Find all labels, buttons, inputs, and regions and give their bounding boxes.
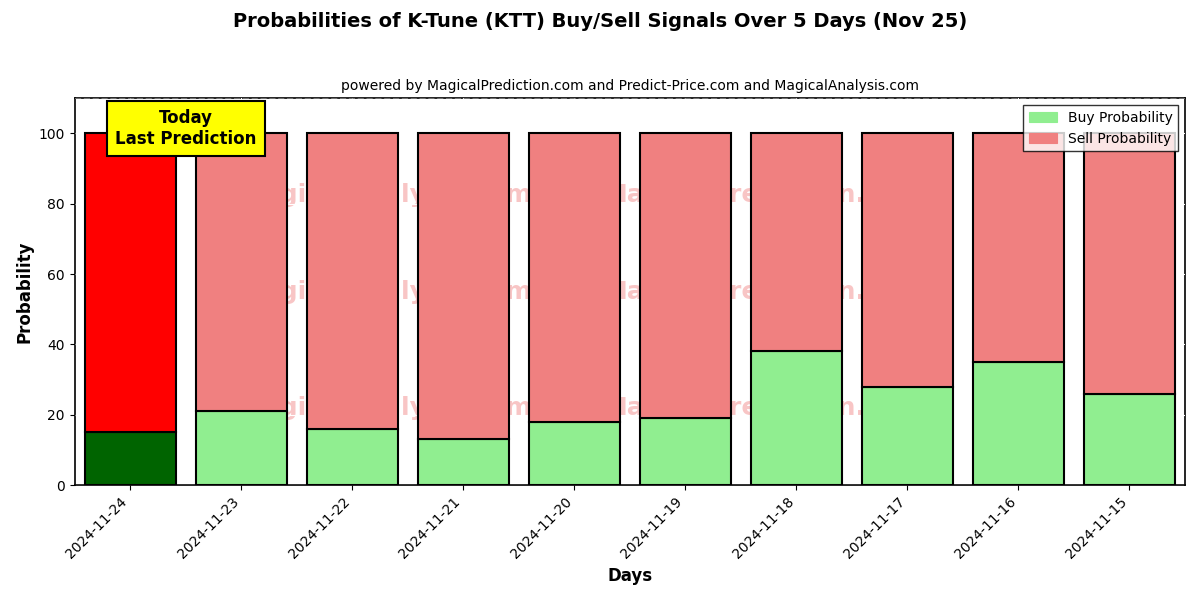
Bar bbox=[862, 386, 953, 485]
Bar bbox=[85, 433, 175, 485]
Bar bbox=[529, 133, 620, 422]
Bar bbox=[85, 133, 175, 433]
Bar bbox=[307, 429, 397, 485]
Title: powered by MagicalPrediction.com and Predict-Price.com and MagicalAnalysis.com: powered by MagicalPrediction.com and Pre… bbox=[341, 79, 919, 93]
Text: Probabilities of K-Tune (KTT) Buy/Sell Signals Over 5 Days (Nov 25): Probabilities of K-Tune (KTT) Buy/Sell S… bbox=[233, 12, 967, 31]
Bar bbox=[973, 362, 1064, 485]
Bar bbox=[1084, 133, 1175, 394]
Bar bbox=[307, 133, 397, 429]
Text: MagicalPrediction.com: MagicalPrediction.com bbox=[602, 183, 924, 207]
Bar bbox=[973, 133, 1064, 362]
Text: MagicalPrediction.com: MagicalPrediction.com bbox=[602, 280, 924, 304]
Bar bbox=[529, 422, 620, 485]
Text: MagicalAnalysis.com: MagicalAnalysis.com bbox=[239, 183, 533, 207]
Bar bbox=[751, 133, 842, 352]
Bar bbox=[862, 133, 953, 386]
Text: Today
Last Prediction: Today Last Prediction bbox=[115, 109, 257, 148]
Bar bbox=[418, 439, 509, 485]
Bar bbox=[196, 133, 287, 411]
Text: MagicalAnalysis.com: MagicalAnalysis.com bbox=[239, 280, 533, 304]
Bar bbox=[640, 133, 731, 418]
Legend: Buy Probability, Sell Probability: Buy Probability, Sell Probability bbox=[1024, 105, 1178, 151]
Bar bbox=[1084, 394, 1175, 485]
Bar bbox=[751, 352, 842, 485]
Bar bbox=[640, 418, 731, 485]
Bar bbox=[196, 411, 287, 485]
Y-axis label: Probability: Probability bbox=[16, 241, 34, 343]
Text: MagicalPrediction.com: MagicalPrediction.com bbox=[602, 396, 924, 420]
Bar bbox=[418, 133, 509, 439]
X-axis label: Days: Days bbox=[607, 567, 653, 585]
Text: MagicalAnalysis.com: MagicalAnalysis.com bbox=[239, 396, 533, 420]
